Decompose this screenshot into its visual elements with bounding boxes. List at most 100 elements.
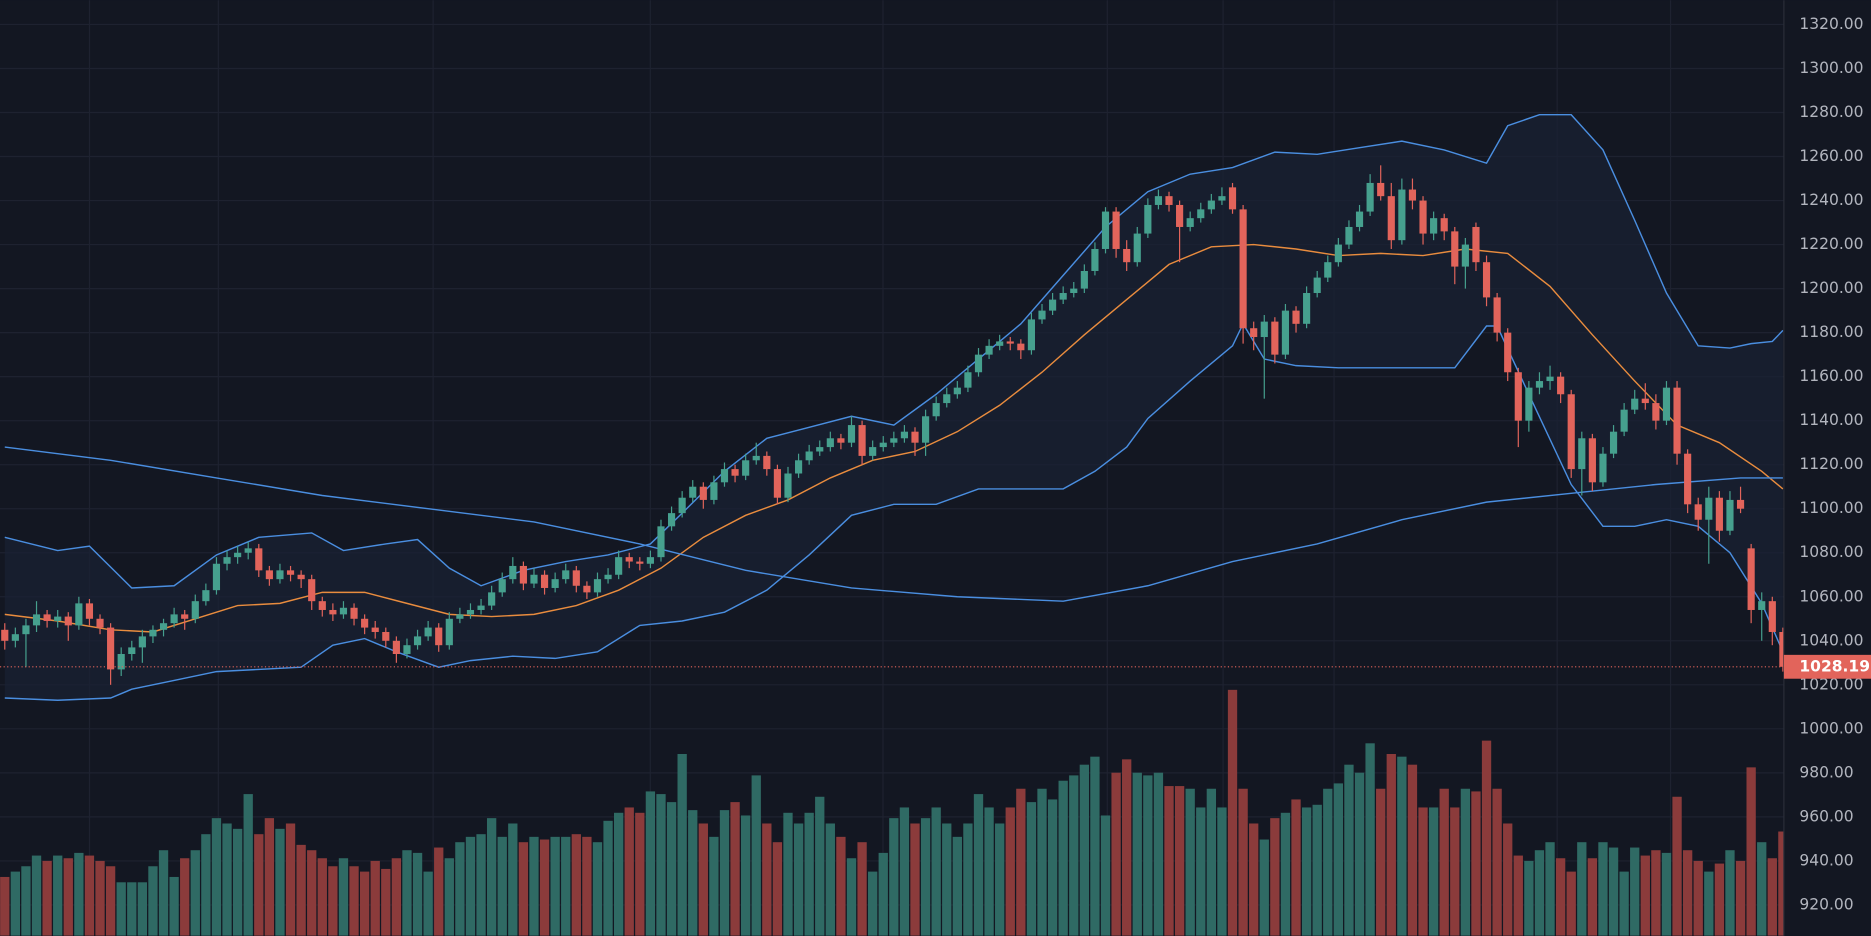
volume-bar [603,820,613,936]
candle-body [392,640,400,654]
volume-bar [84,855,95,936]
volume-bar [222,823,232,936]
candle-body [477,605,485,610]
volume-bar [1344,764,1354,936]
candle-body [107,627,115,670]
candle-body [1366,182,1374,212]
volume-bar [825,823,835,936]
candle-body [869,447,877,456]
candle-body [11,634,19,641]
candle-body [1070,288,1078,294]
candle-body [456,614,464,619]
last-price-box [1783,654,1871,679]
candle-body [1493,297,1501,333]
y-tick-label: 960.00 [1799,807,1853,825]
candle-body [1567,394,1575,470]
volume-bar [1428,807,1439,936]
y-tick-label: 1160.00 [1799,367,1863,385]
candle-body [371,627,379,632]
candle-body [1525,387,1533,421]
candle-body [1557,376,1565,395]
candle-body [922,416,930,443]
candle-body [1430,218,1438,234]
volume-bar [328,866,338,936]
volume-bar [1630,847,1640,936]
candle-body [1768,601,1776,632]
candle-body [1207,200,1215,210]
candle-body [403,645,411,654]
candle-body [1535,381,1544,388]
candle-body [318,601,326,610]
y-tick-label: 1180.00 [1799,323,1863,341]
candle-body [498,579,506,593]
candle-body [1123,248,1131,263]
candle-body [297,574,305,580]
candle-body [244,548,252,553]
volume-bar [264,818,275,936]
candle-body [1017,343,1025,351]
candle-body [657,526,665,558]
candle-body [1461,244,1469,267]
candle-body [742,460,750,476]
volume-bar [762,823,772,936]
y-tick-label: 1300.00 [1799,59,1863,77]
volume-bar [1524,860,1534,936]
volume-bar [1397,756,1407,936]
volume-bar [1354,772,1365,936]
volume-bar [412,852,423,936]
candle-body [1641,398,1649,404]
volume-bar [931,807,941,936]
volume-bar [1640,855,1650,936]
volume-bar [1608,847,1619,936]
volume-bar [1185,788,1195,936]
volume-bar [63,858,73,936]
candle-body [286,570,295,575]
candle-body [435,627,443,646]
candle-body [794,460,803,474]
volume-bar [1196,807,1206,936]
volume-bar [1111,772,1121,936]
volume-bar [116,882,126,936]
volume-bar [1598,842,1608,936]
volume-bar [698,823,708,936]
candle-body [329,609,337,615]
y-tick-label: 1080.00 [1799,543,1863,561]
volume-bar [1725,850,1735,936]
candle-body [1705,497,1713,520]
volume-bar [783,812,793,936]
candle-body [1345,226,1353,245]
candle-body [1250,328,1258,338]
volume-bar [1090,756,1100,936]
volume-bar [1047,799,1058,936]
plot-area [0,23,1784,936]
volume-bar [10,871,21,936]
volume-bar [1407,764,1418,936]
volume-bar [423,871,433,936]
volume-bar [518,842,529,936]
candle-body [615,557,623,575]
candle-body [1228,187,1237,210]
indicator-line [4,446,1783,602]
candle-body [1609,431,1618,454]
volume-bar [317,858,327,936]
y-tick-label: 1240.00 [1799,191,1863,209]
volume-bar [952,836,962,936]
candle-body [276,570,284,580]
volume-bar [793,823,804,936]
candle-body [1112,211,1120,249]
volume-bar [635,812,645,936]
volume-bar [1365,743,1375,936]
candle-body [75,603,83,626]
candle-body [996,341,1004,346]
volume-bar [899,807,910,936]
volume-bar [878,852,888,936]
candle-body [847,425,856,443]
indicator-line [4,322,1784,701]
y-tick-label: 1040.00 [1799,631,1863,649]
volume-bar [836,836,846,936]
candle-body [1186,218,1194,227]
volume-bar [1238,788,1248,936]
candle-body [763,455,771,470]
candle-body [117,653,125,670]
volume-bar [211,818,222,936]
